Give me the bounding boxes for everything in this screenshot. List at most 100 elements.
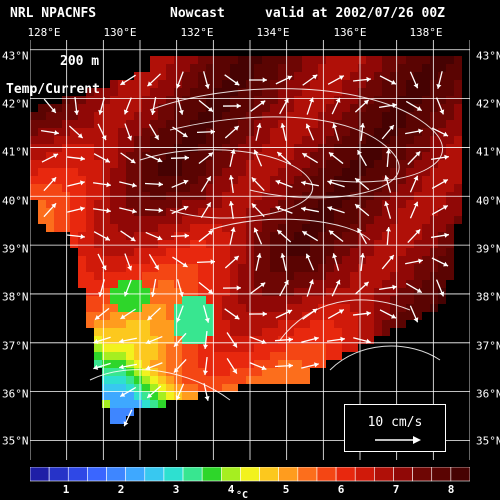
temperature-cell <box>190 56 198 64</box>
temperature-cell <box>70 184 78 192</box>
current-vector-arrow <box>200 201 212 219</box>
temperature-cell <box>214 80 222 88</box>
temperature-cell <box>134 184 142 192</box>
temperature-cell <box>310 168 318 176</box>
temperature-cell <box>198 336 206 344</box>
current-vector-arrow <box>150 279 157 297</box>
temperature-cell <box>222 96 230 104</box>
current-vector-arrow <box>356 227 368 245</box>
temperature-cell <box>30 152 38 160</box>
temperature-cell <box>198 88 206 96</box>
temperature-cell <box>270 240 278 248</box>
temperature-cell <box>214 352 222 360</box>
temperature-cell <box>406 152 414 160</box>
temperature-cell <box>326 256 334 264</box>
current-vector-arrow <box>274 337 294 343</box>
temperature-cell <box>318 176 326 184</box>
temperature-cell <box>102 232 110 240</box>
temperature-cell <box>358 120 366 128</box>
temperature-cell <box>326 312 334 320</box>
temperature-cell <box>262 248 270 256</box>
temperature-cell <box>102 360 110 368</box>
temperature-cell <box>214 344 222 352</box>
temperature-cell <box>310 64 318 72</box>
temperature-cell <box>438 224 446 232</box>
temperature-cell <box>374 160 382 168</box>
temperature-cell <box>134 80 142 88</box>
temperature-cell <box>150 200 158 208</box>
temperature-cell <box>198 168 206 176</box>
current-vector-arrow <box>301 336 319 343</box>
temperature-cell <box>414 216 422 224</box>
temperature-cell <box>286 168 294 176</box>
temperature-cell <box>214 256 222 264</box>
temperature-cell <box>390 200 398 208</box>
temperature-cell <box>446 168 454 176</box>
temperature-cell <box>358 152 366 160</box>
lat-lon-grid <box>30 40 470 460</box>
temperature-cell <box>118 408 126 416</box>
temperature-cell <box>318 184 326 192</box>
temperature-cell <box>238 288 246 296</box>
temperature-cell <box>198 384 206 392</box>
temperature-cell <box>414 272 422 280</box>
temperature-cell <box>150 168 158 176</box>
temperature-cell <box>206 208 214 216</box>
temperature-cell <box>110 248 118 256</box>
temperature-cell <box>62 96 70 104</box>
temperature-cell <box>422 280 430 288</box>
temperature-cell <box>254 152 262 160</box>
temperature-cell <box>446 80 454 88</box>
current-vector-arrow <box>253 227 263 245</box>
colorbar-swatch <box>412 467 433 482</box>
temperature-cell <box>334 240 342 248</box>
temperature-cell <box>342 216 350 224</box>
temperature-cell <box>190 96 198 104</box>
temperature-cell <box>134 72 142 80</box>
temperature-cell <box>110 264 118 272</box>
temperature-cell <box>294 376 302 384</box>
temperature-cell <box>198 360 206 368</box>
temperature-cell <box>262 320 270 328</box>
temperature-cell <box>454 96 462 104</box>
temperature-cell <box>366 136 374 144</box>
temperature-cell <box>206 96 214 104</box>
temperature-cell <box>78 264 86 272</box>
temperature-cell <box>70 128 78 136</box>
temperature-cell <box>222 256 230 264</box>
temperature-cell <box>310 240 318 248</box>
temperature-cell <box>318 64 326 72</box>
temperature-cell <box>134 328 142 336</box>
temperature-cell <box>366 96 374 104</box>
temperature-cell <box>270 104 278 112</box>
colorbar-swatch <box>240 467 260 482</box>
current-vector-arrow <box>146 385 162 399</box>
temperature-cell <box>406 272 414 280</box>
temperature-cell <box>374 296 382 304</box>
temperature-cell <box>438 184 446 192</box>
temperature-cell <box>158 344 166 352</box>
current-vector-arrow <box>409 71 419 89</box>
temperature-cell <box>414 224 422 232</box>
temperature-cell <box>142 136 150 144</box>
temperature-cell <box>214 384 222 392</box>
temperature-cell <box>182 112 190 120</box>
temperature-cell <box>326 304 334 312</box>
temperature-cell <box>166 160 174 168</box>
temperature-cell <box>262 256 270 264</box>
temperature-cell <box>398 136 406 144</box>
temperature-cell <box>150 112 158 120</box>
temperature-cell <box>126 400 134 408</box>
temperature-cell <box>262 312 270 320</box>
current-vector-arrow <box>431 257 449 267</box>
temperature-cell <box>102 352 110 360</box>
temperature-cell <box>286 128 294 136</box>
temperature-cell <box>350 248 358 256</box>
temperature-cell <box>446 256 454 264</box>
temperature-cell <box>382 264 390 272</box>
temperature-cell <box>214 104 222 112</box>
current-vector-arrow <box>41 130 59 136</box>
temperature-cell <box>150 344 158 352</box>
temperature-cell <box>118 168 126 176</box>
colorbar-unit: °C <box>236 490 249 500</box>
